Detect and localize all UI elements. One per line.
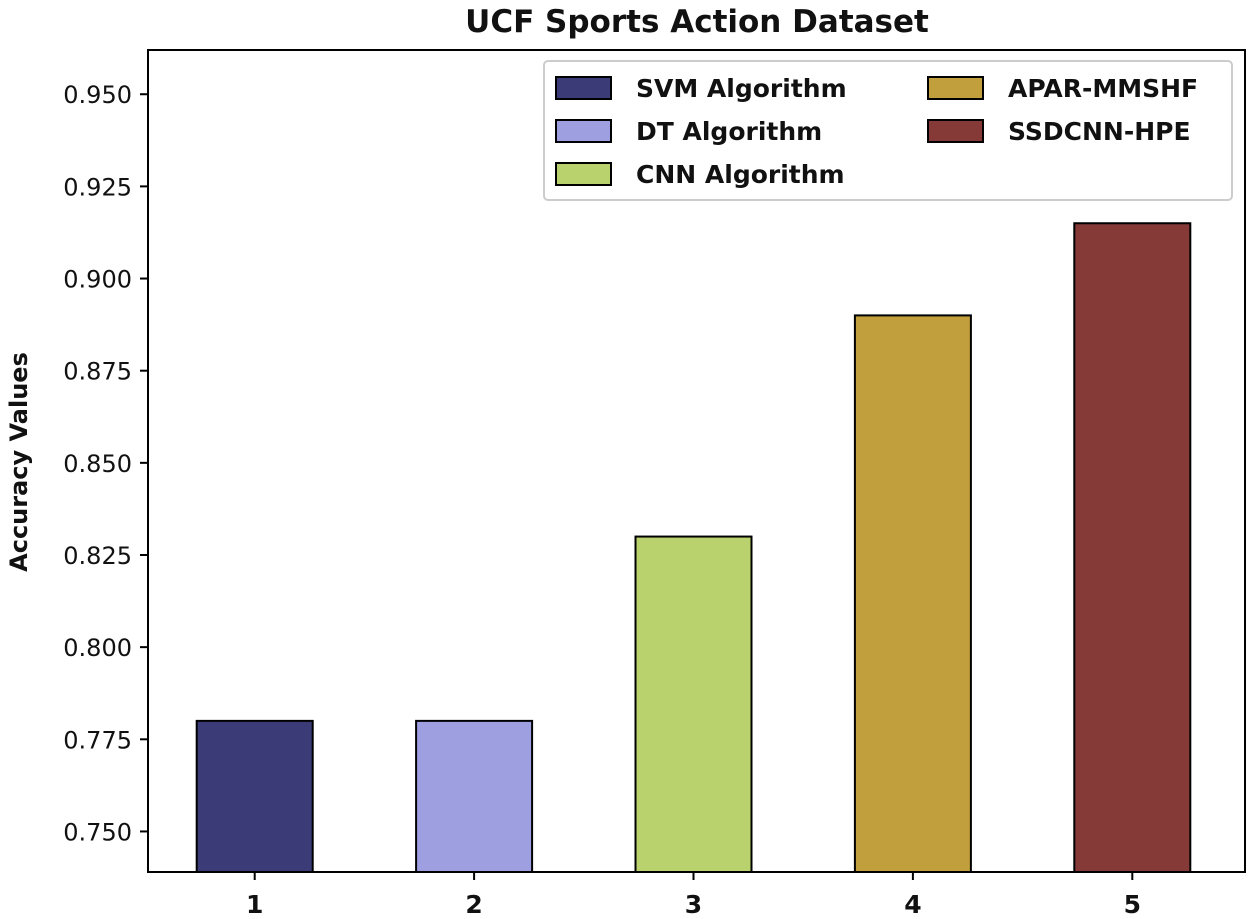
legend: SVM Algorithm DT Algorithm CNN Algorithm AP… [543,60,1233,201]
y-tick-label: 0.775 [63,726,132,754]
x-tick-label: 1 [246,890,263,919]
y-tick-label: 0.825 [63,542,132,570]
bar-apar-mmshf [853,314,972,873]
legend-swatch [555,119,612,143]
legend-label: CNN Algorithm [636,160,845,189]
y-tick-label: 0.925 [63,173,132,201]
y-tick-label: 0.800 [63,634,132,662]
x-tick-label: 3 [685,890,702,919]
legend-label: DT Algorithm [636,117,822,146]
legend-label: APAR-MMSHF [1008,74,1198,103]
legend-swatch [927,76,984,100]
y-tick-label: 0.850 [63,450,132,478]
bar-svm-algorithm [195,719,314,873]
x-tick-label: 5 [1124,890,1141,919]
chart-title: UCF Sports Action Dataset [465,4,929,40]
legend-swatch [555,76,612,100]
y-tick-label: 0.900 [63,266,132,294]
legend-swatch [555,162,612,186]
y-tick-label: 0.950 [63,81,132,109]
bar-dt-algorithm [415,719,534,873]
bar-ssdcnn-hpe [1073,222,1192,873]
plot-area: 0.750 0.775 0.800 0.825 0.850 0.875 0.900 0.925… [63,81,1192,919]
legend-label: SVM Algorithm [636,74,847,103]
bar-cnn-algorithm [634,535,753,873]
legend-swatch [927,119,984,143]
x-tick-label: 4 [904,890,921,919]
y-tick-label: 0.750 [63,818,132,846]
y-axis-label: Accuracy Values [5,352,33,572]
x-tick-label: 2 [465,890,482,919]
axes-frame [147,49,1246,873]
legend-label: SSDCNN-HPE [1008,117,1191,146]
legend-frame [543,60,1233,201]
y-tick-label: 0.875 [63,358,132,386]
